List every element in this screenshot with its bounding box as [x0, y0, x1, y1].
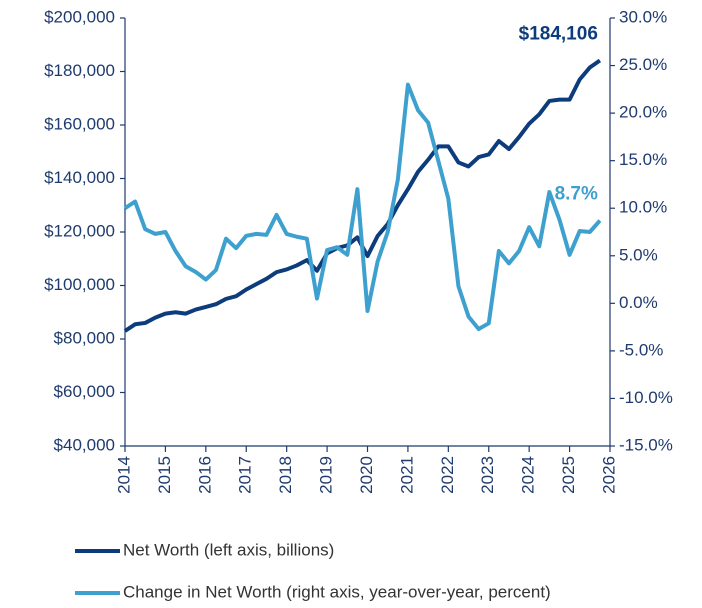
y-tick-label: $160,000	[44, 114, 115, 133]
y-tick-label: $120,000	[44, 221, 115, 240]
x-tick-label: 2019	[317, 456, 336, 494]
x-tick-label: 2026	[599, 456, 618, 494]
legend-label: Net Worth (left axis, billions)	[123, 540, 334, 559]
x-tick-label: 2022	[438, 456, 457, 494]
series-line	[123, 58, 602, 333]
y2-tick-label: -5.0%	[619, 340, 663, 359]
y-tick-label: $100,000	[44, 275, 115, 294]
y2-tick-label: 25.0%	[619, 55, 667, 74]
y2-tick-label: 30.0%	[619, 7, 667, 26]
y-tick-label: $140,000	[44, 168, 115, 187]
y-tick-label: $80,000	[54, 328, 115, 347]
y-tick-label: $40,000	[54, 435, 115, 454]
x-tick-label: 2015	[155, 456, 174, 494]
x-tick-label: 2024	[519, 456, 538, 494]
y2-tick-label: -15.0%	[619, 435, 673, 454]
x-tick-label: 2018	[276, 456, 295, 494]
data-label: $184,106	[519, 24, 598, 45]
y-tick-label: $180,000	[44, 61, 115, 80]
y2-tick-label: 15.0%	[619, 150, 667, 169]
y2-tick-label: 0.0%	[619, 293, 658, 312]
x-tick-label: 2017	[236, 456, 255, 494]
x-tick-label: 2020	[357, 456, 376, 494]
x-tick-label: 2016	[195, 456, 214, 494]
y-tick-label: $60,000	[54, 382, 115, 401]
legend-label: Change in Net Worth (right axis, year-ov…	[123, 582, 551, 601]
x-tick-label: 2023	[478, 456, 497, 494]
y2-tick-label: -10.0%	[619, 388, 673, 407]
data-label: 8.7%	[555, 184, 598, 205]
x-tick-label: 2025	[559, 456, 578, 494]
x-tick-label: 2014	[114, 456, 133, 494]
y2-tick-label: 10.0%	[619, 198, 667, 217]
y2-tick-label: 20.0%	[619, 103, 667, 122]
y2-tick-label: 5.0%	[619, 245, 658, 264]
x-tick-label: 2021	[397, 456, 416, 494]
series-line	[123, 82, 602, 332]
y-tick-label: $200,000	[44, 7, 115, 26]
